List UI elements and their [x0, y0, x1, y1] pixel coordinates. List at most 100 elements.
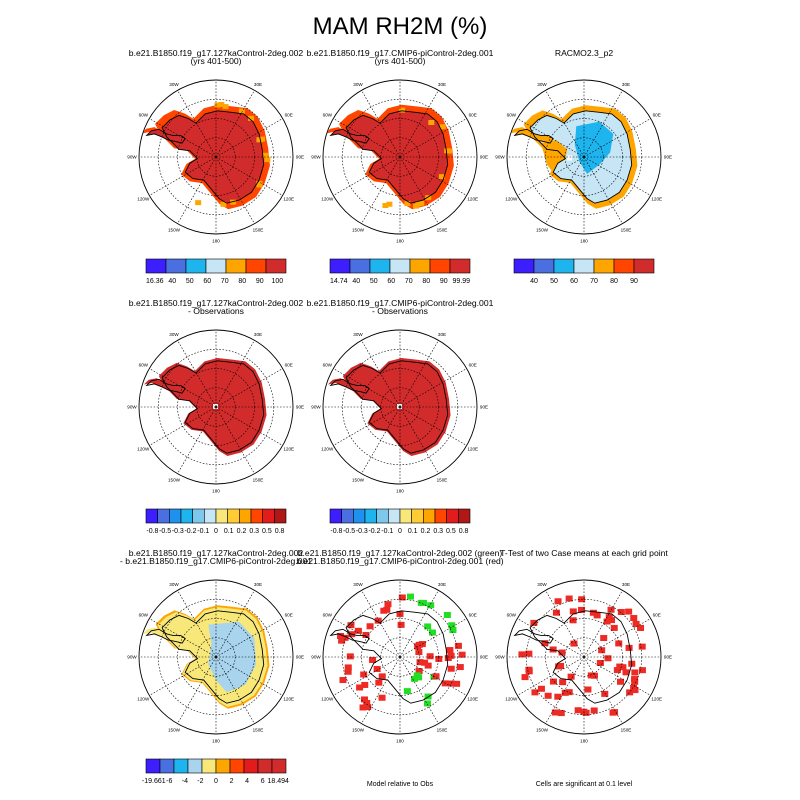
- longitude-label: 120W: [321, 197, 334, 202]
- meridian-line: [399, 368, 467, 408]
- colorbar-tick-label: -0.1: [197, 528, 209, 535]
- colorbar-tick-label: -0.2: [368, 528, 380, 535]
- longitude-label: 120E: [283, 197, 294, 202]
- longitude-label: 60E: [285, 113, 293, 118]
- meridian-line: [399, 118, 467, 158]
- colorbar-tick-label: -0.8: [146, 528, 158, 535]
- longitude-label: 90E: [664, 655, 672, 660]
- longitude-label: 150E: [437, 227, 448, 232]
- colorbar-swatch: [399, 508, 412, 524]
- colorbar-tick-label: 60: [203, 278, 211, 285]
- longitude-label: 60E: [653, 113, 661, 118]
- colorbar-tick-label: 50: [370, 278, 378, 285]
- longitude-label: 30W: [169, 82, 179, 87]
- meridian-line: [583, 156, 623, 224]
- coastline: [161, 360, 265, 454]
- meridian-line: [149, 406, 217, 446]
- colorbar-tick-label: -0.5: [159, 528, 171, 535]
- longitude-label: 60W: [507, 613, 517, 618]
- colorbar-tick-label: -6: [166, 778, 172, 785]
- meridian-line: [545, 90, 585, 158]
- longitude-label: 120W: [505, 697, 518, 702]
- meridian-line: [361, 90, 401, 158]
- colorbar-swatch: [257, 758, 273, 774]
- longitude-label: 60E: [285, 363, 293, 368]
- colorbar: -0.8 -0.5 -0.3 -0.2 -0.1 0 0.1 0.2 0.3 0.5 0.8: [145, 508, 287, 535]
- meridian-line: [545, 656, 585, 724]
- panel-title-line1: b.e21.B1850.f19_g17.CMIP6-piControl-2deg…: [307, 48, 494, 58]
- longitude-label: 180: [580, 739, 588, 744]
- longitude-label: 30W: [537, 82, 547, 87]
- meridian-line: [333, 368, 401, 408]
- panel-title-line1: b.e21.B1850.f19_g17.CMIP6-piControl-2deg…: [307, 298, 494, 308]
- colorbar-swatch: [245, 258, 267, 274]
- map-frame: [138, 329, 294, 485]
- longitude-label: 120W: [505, 197, 518, 202]
- longitude-label: 60W: [323, 363, 333, 368]
- colorbar-tick-label: 40: [352, 278, 360, 285]
- colorbar-swatch: [411, 508, 424, 524]
- panel-note: Model relative to Obs: [367, 781, 434, 788]
- longitude-label: 30W: [169, 582, 179, 587]
- colorbar-tick-label: 70: [405, 278, 413, 285]
- longitude-label: 30E: [438, 82, 446, 87]
- coastline: [345, 110, 449, 204]
- meridian-line: [177, 340, 217, 408]
- colorbar-swatch: [369, 258, 391, 274]
- longitude-label: 120E: [283, 447, 294, 452]
- longitude-label: 30E: [438, 582, 446, 587]
- colorbar: 14.74 40 50 60 70 80 90 99.99: [329, 258, 471, 285]
- colorbar-swatch: [205, 258, 227, 274]
- panel-title-line2: (yrs 401-500): [374, 56, 425, 66]
- colorbar-tick-label: 90: [630, 278, 638, 285]
- colorbar-swatch: [229, 758, 245, 774]
- panel-title-line1: T-Test of two Case means at each grid po…: [500, 548, 668, 558]
- colorbar-tick-label: -2: [197, 778, 203, 785]
- longitude-label: 60W: [323, 113, 333, 118]
- longitude-label: 90W: [311, 155, 321, 160]
- meridian-line: [149, 118, 217, 158]
- longitude-label: 60E: [469, 363, 477, 368]
- colorbar: -0.8 -0.5 -0.3 -0.2 -0.1 0 0.1 0.2 0.3 0.5 0.8: [329, 508, 471, 535]
- longitude-label: 60E: [285, 613, 293, 618]
- colorbar-tick-label: 0.8: [459, 528, 469, 535]
- colorbar-swatch: [593, 258, 615, 274]
- colorbar-swatch: [173, 758, 189, 774]
- panel-note: Cells are significant at 0.1 level: [536, 781, 633, 788]
- colorbar-swatch: [180, 508, 193, 524]
- colorbar-tick-label: 80: [422, 278, 430, 285]
- meridian-line: [583, 618, 651, 658]
- colorbar-tick-label: 60: [387, 278, 395, 285]
- longitude-label: 30E: [438, 332, 446, 337]
- longitude-label: 120E: [467, 447, 478, 452]
- meridian-line: [517, 618, 585, 658]
- longitude-label: 30E: [254, 332, 262, 337]
- longitude-label: 90W: [127, 655, 137, 660]
- colorbar-tick-label: 2: [230, 778, 234, 785]
- colorbar-tick-label: -4: [182, 778, 188, 785]
- colorbar: 40 50 60 70 80 90: [513, 258, 655, 285]
- meridian-line: [215, 618, 283, 658]
- meridian-line: [177, 590, 217, 658]
- longitude-label: 150W: [168, 727, 181, 732]
- longitude-label: 90E: [296, 655, 304, 660]
- coastline: [161, 610, 265, 704]
- colorbar-tick-label: 14.74: [330, 278, 348, 285]
- longitude-label: 180: [580, 239, 588, 244]
- map-panel-8: T-Test of two Case means at each grid po…: [495, 548, 672, 788]
- longitude-label: 150W: [352, 477, 365, 482]
- longitude-label: 150W: [168, 227, 181, 232]
- colorbar-tick-label: 40: [168, 278, 176, 285]
- coastline: [345, 610, 449, 704]
- longitude-label: 30W: [537, 582, 547, 587]
- meridian-line: [583, 590, 623, 658]
- meridian-line: [149, 618, 217, 658]
- colorbar-swatch: [409, 258, 431, 274]
- longitude-label: 90E: [480, 405, 488, 410]
- meridian-line: [399, 156, 439, 224]
- meridian-line: [517, 156, 585, 196]
- meridian-line: [333, 406, 401, 446]
- longitude-label: 120E: [651, 697, 662, 702]
- map-panel-4: b.e21.B1850.f19_g17.127kaControl-2deg.00…: [127, 298, 304, 535]
